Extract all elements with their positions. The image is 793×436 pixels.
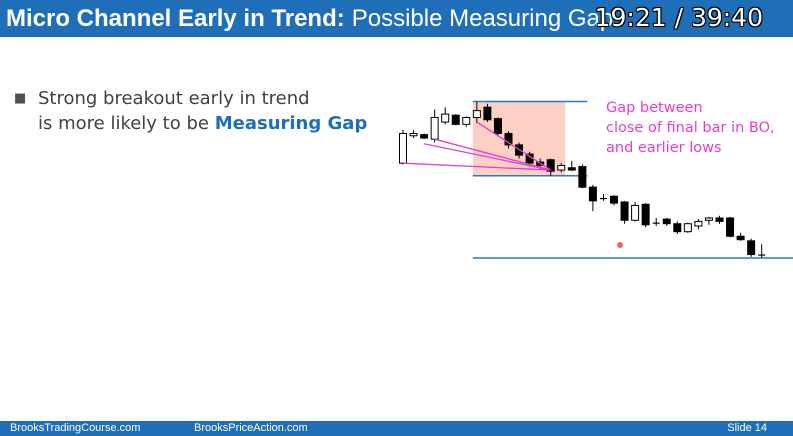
candle-23 — [641, 203, 650, 228]
gap-annotation: Gap between close of final bar in BO, an… — [606, 98, 775, 158]
candle-30 — [715, 215, 724, 224]
candle-7 — [472, 101, 481, 124]
candle-16 — [567, 160, 576, 172]
candle-body — [472, 110, 481, 118]
candle-9 — [493, 117, 502, 136]
slide-title-bold: Micro Channel Early in Trend: — [6, 4, 345, 32]
candle-19 — [599, 194, 607, 201]
candle-body — [546, 159, 555, 172]
candle-29 — [704, 216, 713, 225]
candle-body — [483, 106, 492, 121]
candle-27 — [683, 222, 692, 233]
connector-line-2 — [434, 138, 551, 171]
slide-number: Slide 14 — [727, 422, 767, 434]
candle-body — [504, 132, 513, 146]
candle-body — [441, 113, 450, 123]
candle-body — [493, 118, 502, 134]
candle-0 — [399, 130, 407, 165]
candle-body — [462, 116, 471, 125]
candle-26 — [673, 221, 682, 234]
connector-line-1 — [423, 143, 551, 171]
candle-body — [451, 114, 460, 125]
candle-21 — [620, 200, 629, 224]
candle-body — [631, 204, 640, 221]
candle-body — [420, 134, 429, 139]
cursor-dot — [617, 242, 623, 248]
annotation-line-3: and earlier lows — [606, 140, 722, 156]
candle-body — [715, 217, 724, 222]
candle-body — [399, 132, 407, 164]
slide-footer: BrooksTradingCourse.com BrooksPriceActio… — [0, 421, 793, 436]
candle-10 — [504, 131, 513, 149]
footer-center-link: BrooksPriceAction.com — [194, 422, 308, 434]
candle-5 — [451, 114, 460, 126]
candle-8 — [483, 103, 492, 123]
candle-2 — [420, 133, 429, 140]
candle-34 — [758, 244, 766, 258]
annotation-line-1: Gap between — [606, 100, 703, 116]
bullet-line-1: Strong breakout early in trend — [38, 88, 310, 109]
candle-body — [620, 201, 629, 221]
candle-body — [747, 240, 756, 256]
candle-32 — [736, 232, 745, 241]
candle-body — [736, 235, 745, 241]
bullet-line-2-prefix: is more likely to be — [38, 113, 209, 134]
candle-15 — [557, 163, 566, 173]
candle-25 — [662, 217, 671, 226]
candle-body — [662, 218, 671, 225]
candle-22 — [631, 202, 640, 222]
connector-line-0 — [402, 162, 551, 171]
candle-18 — [588, 184, 597, 212]
candle-body — [704, 217, 713, 221]
bullet-point: ■ Strong breakout early in trend is more… — [14, 86, 367, 136]
candle-28 — [694, 219, 703, 230]
candle-body — [588, 186, 597, 202]
slide-title-rest: Possible Measuring Gap — [351, 4, 614, 32]
candle-3 — [430, 109, 439, 143]
candle-body — [683, 223, 692, 233]
annotation-line-2: close of final bar in BO, — [606, 120, 775, 136]
candle-31 — [726, 216, 735, 238]
candle-body — [409, 132, 418, 137]
candle-body — [567, 167, 576, 171]
candle-4 — [441, 107, 450, 125]
candle-6 — [462, 116, 471, 127]
candle-body — [578, 166, 587, 188]
video-timer: 19:21 / 39:40 — [594, 3, 763, 32]
candle-body — [726, 217, 735, 237]
candle-body — [610, 195, 618, 204]
footer-left-link: BrooksTradingCourse.com — [10, 422, 141, 434]
candle-33 — [747, 238, 756, 257]
candle-1 — [409, 130, 418, 139]
candle-body — [673, 223, 682, 233]
candle-body — [557, 164, 566, 171]
candle-24 — [652, 217, 660, 226]
candle-17 — [578, 164, 587, 189]
measuring-gap-emphasis: Measuring Gap — [214, 113, 368, 134]
bullet-line-2: is more likely to be Measuring Gap — [38, 111, 367, 136]
candle-body — [641, 203, 650, 226]
candle-14 — [546, 158, 555, 176]
slide-title-bar: Micro Channel Early in Trend: Possible M… — [0, 0, 793, 37]
connector-line-3 — [476, 121, 552, 171]
candle-body — [694, 220, 703, 227]
candle-20 — [610, 195, 618, 206]
bullet-square-icon: ■ — [14, 91, 27, 106]
candle-body — [430, 116, 439, 140]
